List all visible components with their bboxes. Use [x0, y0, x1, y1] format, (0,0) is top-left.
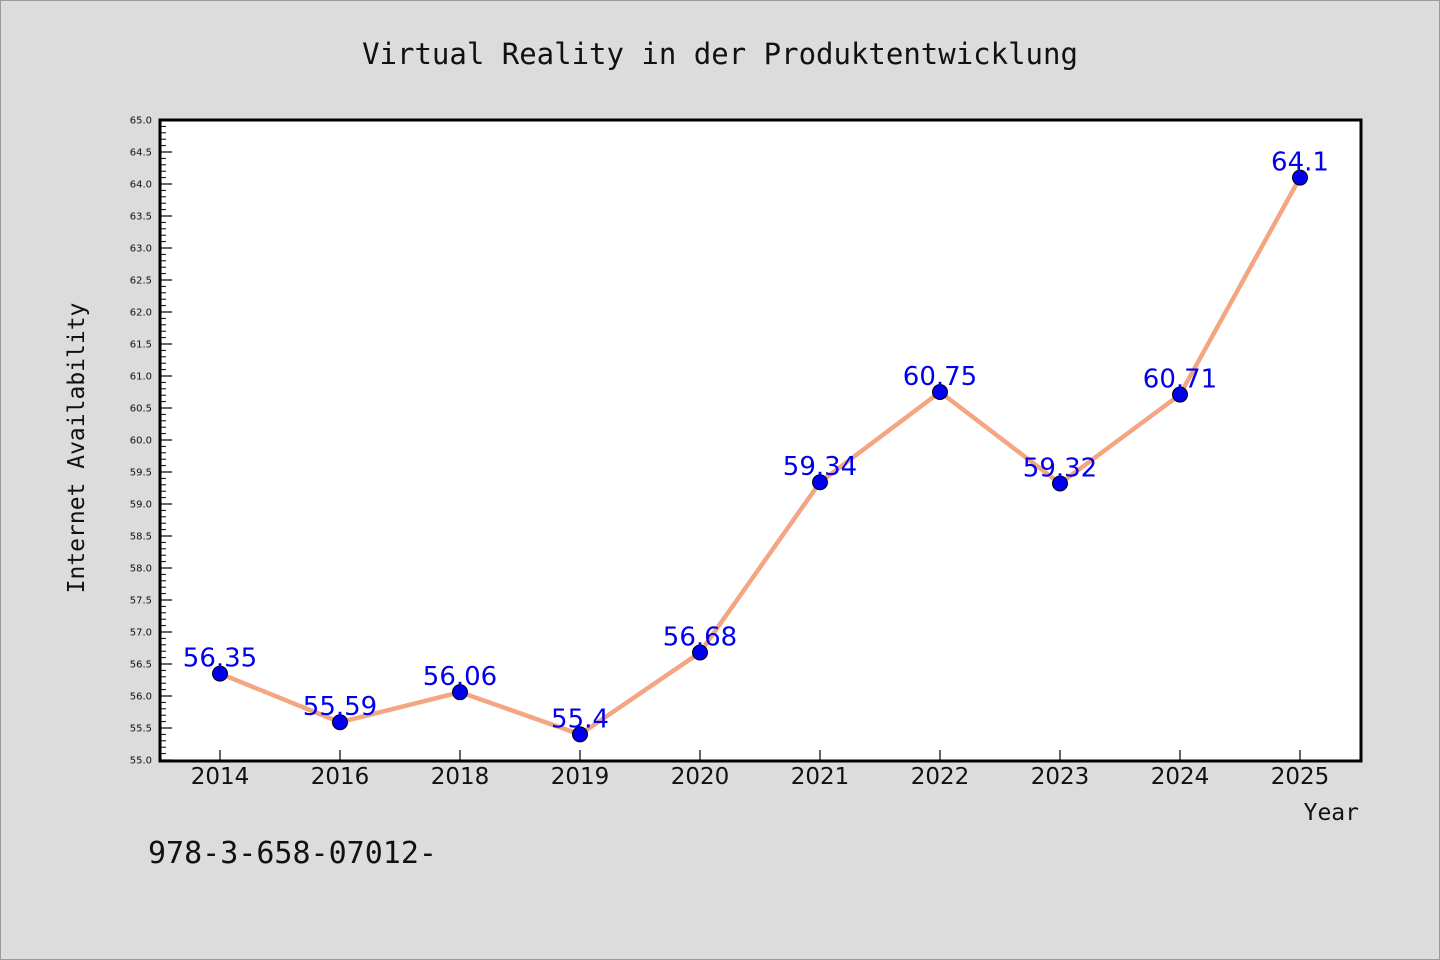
- y-tick-label: 56.5: [130, 660, 152, 671]
- data-label: 59.34: [783, 452, 857, 482]
- footer-code: 978-3-658-07012-: [148, 836, 437, 871]
- y-tick-label: 63.5: [130, 212, 152, 223]
- data-point: [572, 726, 588, 743]
- x-tick-label: 2014: [191, 764, 250, 790]
- x-tick-label: 2022: [911, 764, 970, 790]
- data-point: [452, 684, 468, 701]
- y-tick-label: 64.5: [130, 148, 152, 159]
- data-point: [692, 644, 708, 661]
- y-tick-label: 57.0: [130, 628, 152, 639]
- data-point: [1172, 386, 1188, 403]
- data-label: 59.32: [1023, 454, 1097, 484]
- y-tick-label: 58.0: [130, 564, 152, 575]
- data-label: 64.1: [1271, 148, 1329, 178]
- y-tick-label: 60.5: [130, 404, 152, 415]
- y-axis-label: Internet Availability: [64, 303, 90, 594]
- y-tick-label: 61.5: [130, 340, 152, 351]
- x-tick-label: 2024: [1151, 764, 1210, 790]
- data-label: 56.35: [183, 644, 257, 674]
- data-label: 55.59: [303, 692, 377, 722]
- data-point: [812, 474, 828, 491]
- x-axis-ticks: 2014 2016 2018 2019 2020 2021 2022 2023 2024 2025: [191, 750, 1330, 790]
- y-tick-label: 56.0: [130, 692, 152, 703]
- y-tick-label: 61.0: [130, 372, 152, 383]
- x-tick-label: 2019: [551, 764, 610, 790]
- data-label: 60.71: [1143, 365, 1217, 395]
- x-tick-label: 2016: [311, 764, 370, 790]
- x-tick-label: 2025: [1271, 764, 1330, 790]
- data-point: [332, 714, 348, 731]
- series-group: [212, 169, 1308, 743]
- y-tick-label: 57.5: [130, 596, 152, 607]
- y-tick-label: 58.5: [130, 532, 152, 543]
- y-tick-label: 62.0: [130, 308, 152, 319]
- y-tick-label: 65.0: [130, 116, 152, 127]
- y-tick-label: 55.5: [130, 724, 152, 735]
- y-tick-label: 55.0: [130, 756, 152, 767]
- data-label: 60.75: [903, 362, 977, 392]
- y-tick-label: 63.0: [130, 244, 152, 255]
- data-label: 56.06: [423, 662, 497, 692]
- plot-area: [158, 118, 1363, 763]
- chart-title: Virtual Reality in der Produktentwicklun…: [362, 37, 1078, 71]
- x-axis-label: Year: [1304, 800, 1359, 826]
- y-tick-label: 62.5: [130, 276, 152, 287]
- data-point: [1052, 475, 1068, 492]
- series-line: [217, 175, 1303, 737]
- y-tick-label: 59.0: [130, 500, 152, 511]
- x-tick-label: 2020: [671, 764, 730, 790]
- data-label: 55.4: [551, 704, 609, 734]
- x-tick-label: 2018: [431, 764, 490, 790]
- y-axis-ticks: 55.0 55.5 56.0 56.5 57.0 57.5 58.0 58.5 59.0 59.5…: [130, 116, 172, 767]
- y-tick-label: 64.0: [130, 180, 152, 191]
- data-point: [932, 384, 948, 400]
- x-tick-label: 2023: [1031, 764, 1090, 790]
- data-label: 56.68: [663, 622, 737, 652]
- data-point: [1292, 169, 1308, 186]
- data-label-group: 56.35 55.59 56.06 55.4 56.68 59.34 60.75 59.32 6…: [183, 148, 1329, 735]
- x-tick-label: 2021: [791, 764, 850, 790]
- y-tick-label: 60.0: [130, 436, 152, 447]
- data-point: [212, 665, 228, 682]
- y-tick-label: 59.5: [130, 468, 152, 479]
